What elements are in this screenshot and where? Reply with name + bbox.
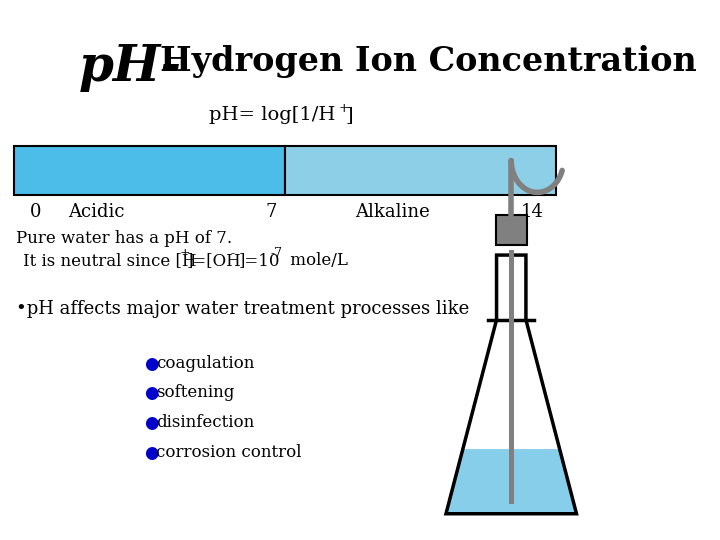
Text: Pure water has a pH of 7.: Pure water has a pH of 7. (16, 230, 232, 247)
Text: Alkaline: Alkaline (356, 204, 430, 221)
Text: It is neutral since [H: It is neutral since [H (22, 252, 196, 269)
Text: 7: 7 (266, 204, 277, 221)
Text: -: - (230, 247, 235, 260)
Text: ]: ] (346, 106, 354, 124)
Text: -7: -7 (271, 247, 282, 260)
Text: pH= log[1/H: pH= log[1/H (210, 106, 336, 124)
Text: ●: ● (144, 355, 158, 373)
Text: +: + (179, 247, 190, 260)
Text: ]=10: ]=10 (239, 252, 280, 269)
Text: softening: softening (156, 384, 235, 401)
Text: mole/L: mole/L (285, 252, 348, 269)
Text: corrosion control: corrosion control (156, 444, 302, 461)
Text: 0: 0 (30, 204, 41, 221)
Text: coagulation: coagulation (156, 355, 255, 372)
Polygon shape (14, 146, 285, 195)
Text: 14: 14 (521, 204, 544, 221)
Bar (509, 250, 513, 504)
Text: ●: ● (144, 444, 158, 462)
Text: ●: ● (144, 414, 158, 432)
Text: +: + (338, 102, 349, 115)
Polygon shape (285, 146, 556, 195)
Text: Hydrogen Ion Concentration: Hydrogen Ion Concentration (161, 45, 697, 78)
Text: •pH affects major water treatment processes like: •pH affects major water treatment proces… (16, 300, 469, 318)
Polygon shape (446, 449, 577, 514)
Text: Acidic: Acidic (68, 204, 125, 221)
Text: pH-: pH- (79, 43, 182, 92)
Text: ]=[OH: ]=[OH (186, 252, 241, 269)
Polygon shape (446, 255, 577, 514)
Text: disinfection: disinfection (156, 414, 255, 431)
Text: ●: ● (144, 384, 158, 402)
Bar (496, 215, 527, 245)
